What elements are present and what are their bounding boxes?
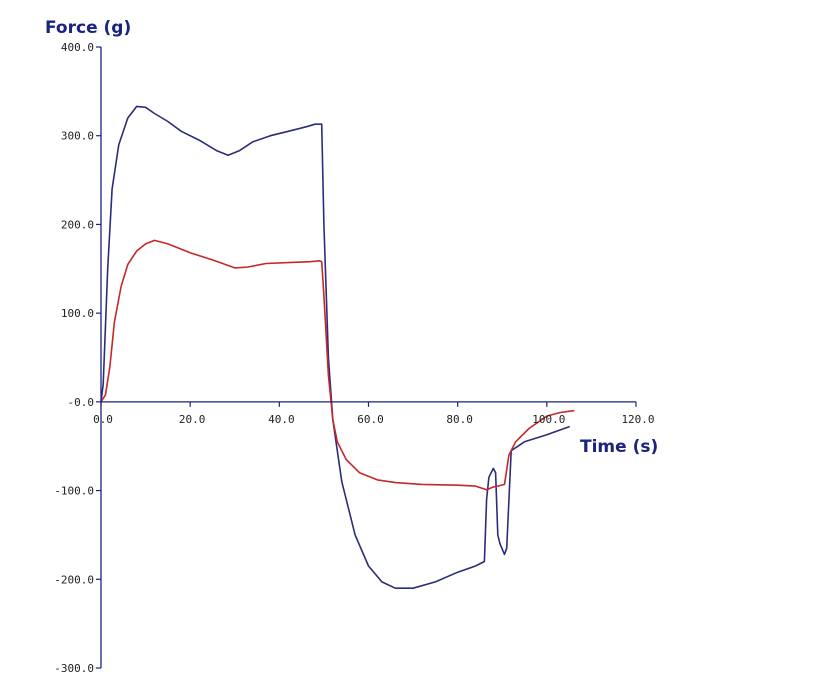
y-tick-label: -100.0 bbox=[54, 485, 94, 498]
x-axis-title: Time (s) bbox=[580, 437, 658, 457]
series-line-1 bbox=[100, 105, 570, 589]
x-tick-label: 100.0 bbox=[532, 413, 565, 426]
x-tick-label: 120.0 bbox=[621, 413, 654, 426]
x-tick-label: 80.0 bbox=[446, 413, 473, 426]
y-ticks: 400.0 300.0 200.0 100.0 -0.0 -100.0 -200.0 -300… bbox=[54, 41, 101, 675]
x-tick-label: 40.0 bbox=[268, 413, 295, 426]
plot-lines bbox=[100, 105, 575, 589]
y-tick-label: -300.0 bbox=[54, 662, 94, 675]
x-tick-label: 0.0 bbox=[93, 413, 113, 426]
y-tick-label: -200.0 bbox=[54, 573, 94, 586]
y-tick-label: 400.0 bbox=[61, 41, 94, 54]
x-tick-label: 60.0 bbox=[357, 413, 384, 426]
y-axis-title: Force (g) bbox=[45, 18, 131, 38]
x-ticks: 0.0 20.0 40.0 60.0 80.0 100.0 120.0 bbox=[93, 401, 655, 426]
axes bbox=[100, 47, 636, 668]
x-tick-label: 20.0 bbox=[179, 413, 206, 426]
y-tick-label: 100.0 bbox=[61, 307, 94, 320]
y-tick-label: 200.0 bbox=[61, 218, 94, 231]
y-tick-label: -0.0 bbox=[68, 396, 95, 409]
series-line-2 bbox=[100, 239, 575, 491]
y-tick-label: 300.0 bbox=[61, 130, 94, 143]
